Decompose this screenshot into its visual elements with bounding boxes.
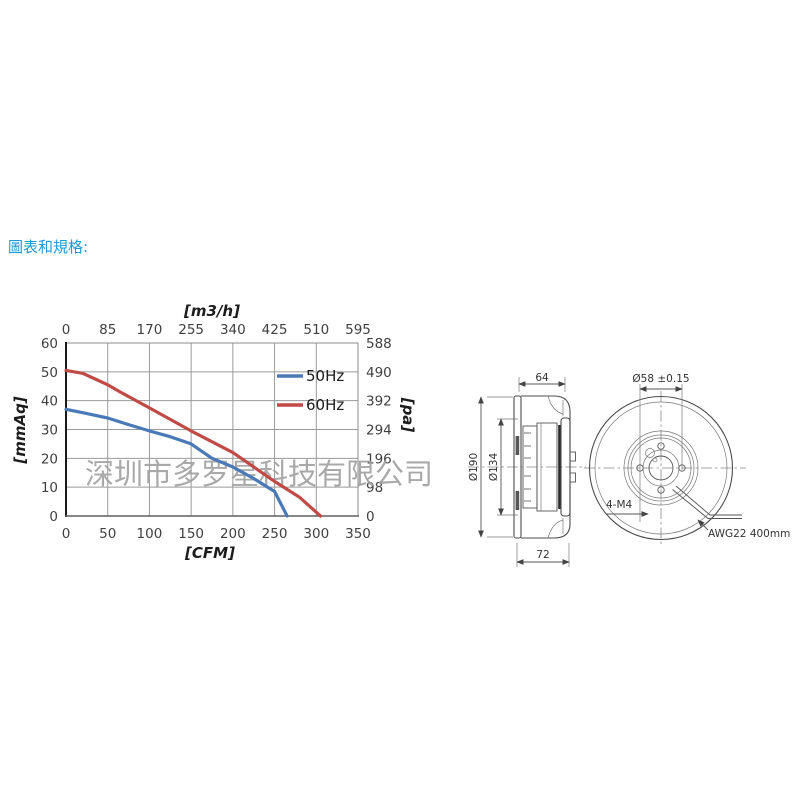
x-tick-bottom: 250 bbox=[262, 526, 288, 542]
y-tick-right: 294 bbox=[366, 423, 392, 439]
fan-performance-chart: 0050851001701502552003402504253005103505… bbox=[11, 302, 433, 562]
right-axis-title: [pa] bbox=[399, 397, 417, 433]
callout-4m4: 4-M4 bbox=[606, 499, 649, 517]
x-tick-top: 85 bbox=[99, 322, 116, 338]
x-tick-top: 425 bbox=[262, 322, 288, 338]
y-tick-right: 196 bbox=[366, 451, 392, 467]
top-axis-title: [m3/h] bbox=[183, 302, 240, 320]
dim-4m4-label: 4-M4 bbox=[606, 499, 633, 511]
y-tick-left: 0 bbox=[49, 509, 58, 525]
dim-depth-top: 64 bbox=[518, 372, 566, 392]
back-plate bbox=[513, 395, 522, 539]
dim-64-label: 64 bbox=[535, 372, 549, 384]
hub-detail-hole bbox=[645, 448, 655, 458]
curve-50Hz bbox=[64, 407, 289, 518]
hub-ring bbox=[630, 437, 692, 499]
x-tick-bottom: 50 bbox=[99, 526, 116, 542]
x-tick-top: 340 bbox=[220, 322, 246, 338]
lead-wire bbox=[672, 485, 742, 519]
mount-tab bbox=[569, 472, 576, 483]
impeller-outer-circle bbox=[588, 395, 734, 541]
x-tick-bottom: 200 bbox=[220, 526, 246, 542]
curve-60Hz bbox=[64, 368, 323, 518]
y-tick-right: 392 bbox=[366, 394, 392, 410]
dim-72-label: 72 bbox=[536, 549, 549, 561]
left-axis-title: [mmAq] bbox=[11, 396, 29, 464]
dim-190-label: Ø190 bbox=[468, 453, 480, 481]
wire-label: AWG22 400mm bbox=[708, 528, 790, 540]
y-tick-right: 0 bbox=[366, 509, 375, 525]
x-tick-top: 0 bbox=[62, 322, 71, 338]
dim-58-label: Ø58 ±0.15 bbox=[632, 373, 689, 385]
hub-ring bbox=[623, 430, 699, 506]
inlet-curve-top bbox=[547, 395, 564, 415]
dim-134-label: Ø134 bbox=[488, 453, 500, 482]
inlet-curve-bottom bbox=[547, 519, 564, 539]
hub-plate bbox=[560, 417, 571, 517]
motor-body bbox=[536, 422, 558, 512]
y-tick-right: 490 bbox=[366, 365, 392, 381]
y-tick-left: 10 bbox=[41, 480, 58, 496]
x-tick-top: 255 bbox=[178, 322, 204, 338]
legend-label-50Hz: 50Hz bbox=[306, 367, 344, 385]
hub-ring bbox=[627, 434, 695, 502]
section-heading: 圖表和規格: bbox=[8, 238, 89, 256]
fan-dimension-drawing: 64 72 Ø190 Ø134 bbox=[468, 372, 790, 567]
fan-front-view: Ø58 ±0.15 4-M4 AWG22 400mm bbox=[584, 373, 790, 546]
y-tick-right: 98 bbox=[366, 480, 383, 496]
x-tick-bottom: 100 bbox=[137, 526, 163, 542]
x-tick-bottom: 150 bbox=[178, 526, 204, 542]
y-tick-right: 588 bbox=[366, 336, 392, 352]
y-tick-left: 30 bbox=[41, 423, 58, 439]
y-tick-left: 20 bbox=[41, 451, 58, 467]
hub-detail-hole bbox=[652, 457, 658, 463]
watermark-text: 深圳市多罗星科技有限公司 bbox=[85, 457, 433, 491]
vent-slots bbox=[524, 432, 531, 502]
blade-mark bbox=[515, 436, 520, 455]
y-tick-left: 60 bbox=[41, 336, 58, 352]
y-tick-left: 40 bbox=[41, 394, 58, 410]
legend-label-60Hz: 60Hz bbox=[306, 396, 344, 414]
shaft-hole bbox=[648, 455, 674, 481]
y-tick-left: 50 bbox=[41, 365, 58, 381]
bottom-axis-title: [CFM] bbox=[184, 544, 235, 562]
x-tick-bottom: 0 bbox=[62, 526, 71, 542]
dim-outer-diameter: Ø190 bbox=[468, 396, 513, 538]
dim-bolt-circle: Ø58 ±0.15 bbox=[632, 373, 690, 522]
mount-tab bbox=[569, 451, 576, 462]
x-tick-top: 595 bbox=[345, 322, 371, 338]
wire-callout: AWG22 400mm bbox=[697, 519, 790, 540]
blade-mark bbox=[515, 491, 520, 510]
x-tick-top: 170 bbox=[137, 322, 163, 338]
impeller-rim bbox=[594, 401, 728, 535]
fan-side-view: 64 72 Ø190 Ø134 bbox=[468, 372, 586, 567]
x-tick-top: 510 bbox=[303, 322, 329, 338]
dim-inlet-diameter: Ø134 bbox=[488, 418, 518, 516]
x-tick-bottom: 300 bbox=[303, 526, 329, 542]
x-tick-bottom: 350 bbox=[345, 526, 371, 542]
dim-depth-bottom: 72 bbox=[516, 543, 570, 567]
